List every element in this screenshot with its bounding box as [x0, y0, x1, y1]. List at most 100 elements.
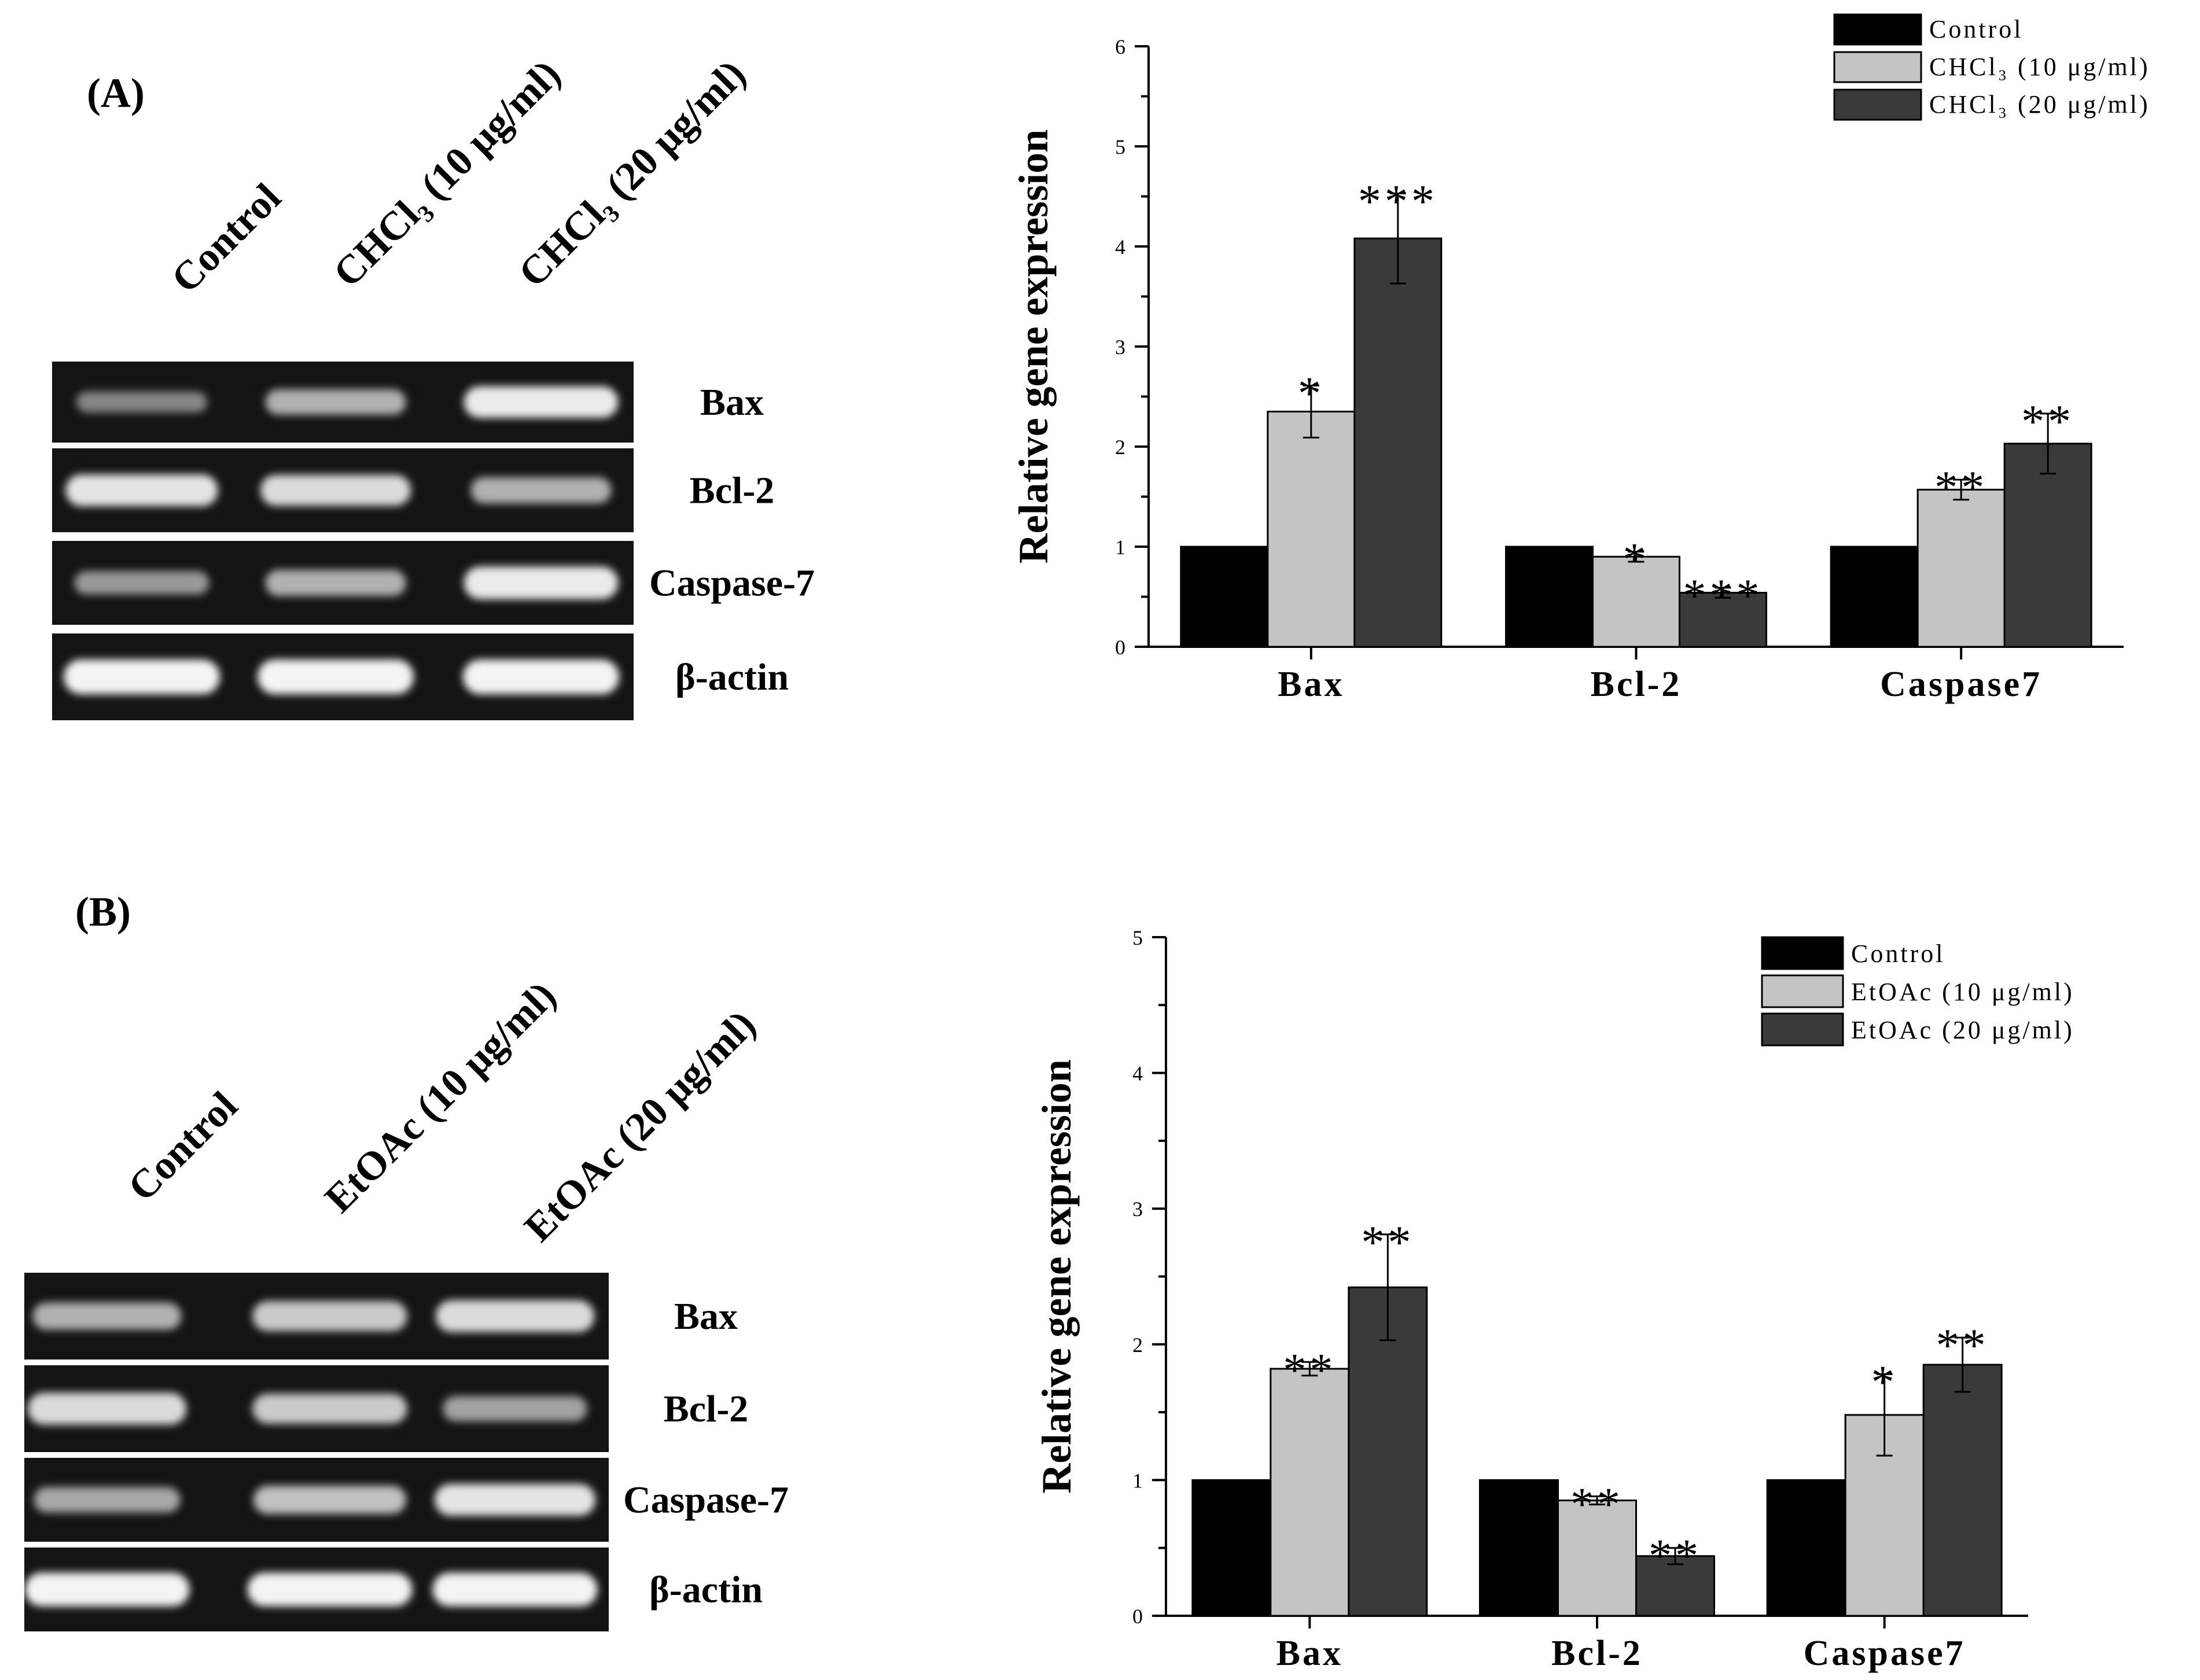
- y-tick-label: 5: [1115, 135, 1125, 159]
- legend-swatch-etoac-10-g-ml: [1761, 974, 1844, 1008]
- significance-bcl-2-etoac-20-g-ml: **: [1649, 1531, 1702, 1582]
- significance-bax-chcl-20-g-ml: ***: [1358, 176, 1438, 227]
- category-label-bcl-2: Bcl-2: [1591, 665, 1682, 704]
- category-label-bax: Bax: [1276, 1634, 1343, 1673]
- y-axis-title: Relative gene expression: [1010, 130, 1057, 564]
- gel-band-caspase-7-lane-3: [463, 566, 619, 599]
- panel-b-lane-label-low-dose: EtOAc (10 μg/ml): [317, 973, 565, 1221]
- gel-band-caspase-7-lane-3: [435, 1484, 595, 1516]
- y-tick-label: 2: [1115, 436, 1125, 459]
- gel-band-bax-lane-3: [463, 386, 619, 418]
- legend-label-control: Control: [1929, 15, 2023, 43]
- bar-caspase7-chcl-10-g-ml: [1916, 488, 2006, 648]
- y-tick-label: 3: [1132, 1198, 1143, 1221]
- y-tick-label: 1: [1132, 1469, 1143, 1492]
- legend-label-etoac-20-g-ml: EtOAc (20 μg/ml): [1851, 1016, 2074, 1044]
- bar-bax-control: [1180, 546, 1269, 648]
- gel-band-bax-lane-2: [265, 389, 406, 415]
- gel-band-actin-lane-3: [432, 1572, 598, 1607]
- significance-caspase7-etoac-10-g-ml: *: [1871, 1357, 1898, 1408]
- gel-band-actin-lane-2: [257, 660, 414, 694]
- gel-row-label-caspase-7: Caspase-7: [623, 1479, 789, 1521]
- gel-row-label-bax: Bax: [700, 381, 764, 423]
- y-tick-label: 6: [1115, 35, 1125, 58]
- bar-bax-etoac-10-g-ml: [1270, 1368, 1350, 1617]
- gel-band-bcl-2-lane-2: [260, 474, 411, 506]
- legend-swatch-control: [1761, 936, 1844, 970]
- gel-band-caspase-7-lane-2: [253, 1486, 406, 1514]
- bar-bcl-2-control: [1505, 546, 1594, 648]
- legend-swatch-chcl-20-g-ml: [1833, 89, 1922, 121]
- gel-band-bcl-2-lane-3: [443, 1396, 587, 1421]
- gel-row-label-actin: β-actin: [675, 656, 789, 698]
- bar-bcl-2-control: [1479, 1479, 1559, 1617]
- y-tick-label: 5: [1132, 926, 1143, 949]
- y-tick-label: 0: [1115, 636, 1125, 659]
- panel-a-lane-label-control: Control: [163, 175, 290, 302]
- gel-band-actin-lane-1: [64, 660, 220, 694]
- gel-band-bax-lane-1: [32, 1302, 182, 1330]
- y-tick-label: 0: [1132, 1605, 1143, 1628]
- gel-band-caspase-7-lane-2: [265, 569, 406, 596]
- legend-swatch-etoac-20-g-ml: [1761, 1012, 1844, 1047]
- significance-bax-etoac-20-g-ml: **: [1361, 1217, 1414, 1268]
- significance-bax-chcl-10-g-ml: *: [1298, 368, 1325, 419]
- legend-label-chcl-10-g-ml: CHCl₃ (10 μg/ml): [1929, 53, 2150, 81]
- y-tick-label: 2: [1132, 1333, 1143, 1357]
- y-tick-label: 3: [1115, 336, 1125, 359]
- significance-caspase7-etoac-20-g-ml: **: [1936, 1320, 1989, 1371]
- category-label-caspase7: Caspase7: [1804, 1634, 1966, 1673]
- panel-b-lane-label-high-dose: EtOAc (20 μg/ml): [516, 1002, 764, 1250]
- bar-caspase7-control: [1830, 546, 1919, 648]
- panel-a-gel: Bax Bcl-2 Caspase-7 β-actin: [52, 362, 815, 720]
- bar-bcl-2-etoac-10-g-ml: [1557, 1500, 1637, 1617]
- gel-row-label-bcl-2: Bcl-2: [690, 470, 775, 512]
- bar-bax-chcl-20-g-ml: [1353, 237, 1443, 648]
- gel-band-actin-lane-3: [463, 660, 619, 694]
- significance-bcl-2-etoac-10-g-ml: **: [1570, 1479, 1624, 1530]
- gel-band-bax-lane-3: [435, 1300, 595, 1332]
- category-label-bcl-2: Bcl-2: [1551, 1634, 1643, 1673]
- legend-label-etoac-10-g-ml: EtOAc (10 μg/ml): [1851, 978, 2074, 1006]
- y-tick-label: 1: [1115, 536, 1125, 559]
- panel-a-label: (A): [87, 70, 145, 116]
- gel-band-actin-lane-1: [24, 1572, 190, 1607]
- gel-band-bcl-2-lane-1: [27, 1392, 187, 1425]
- gel-row-label-bax: Bax: [674, 1295, 738, 1338]
- panel-b-lane-label-control: Control: [120, 1084, 247, 1210]
- y-tick-label: 4: [1115, 235, 1125, 259]
- gel-band-caspase-7-lane-1: [74, 571, 209, 595]
- gel-row-label-actin: β-actin: [649, 1569, 763, 1611]
- legend: Control EtOAc (10 μg/ml) EtOAc (20 μg/ml): [1761, 936, 2074, 1047]
- bar-caspase7-control: [1766, 1479, 1846, 1617]
- bar-caspase7-etoac-20-g-ml: [1922, 1364, 2003, 1617]
- gel-row-label-caspase-7: Caspase-7: [649, 562, 815, 605]
- legend: Control CHCl₃ (10 μg/ml) CHCl₃ (20 μg/ml): [1833, 13, 2150, 121]
- gel-row-label-bcl-2: Bcl-2: [664, 1388, 749, 1430]
- category-label-caspase7: Caspase7: [1880, 665, 2042, 704]
- gel-band-bcl-2-lane-2: [252, 1394, 407, 1424]
- gel-band-bax-lane-1: [76, 392, 208, 412]
- significance-bcl-2-chcl-20-g-ml: ***: [1683, 570, 1763, 621]
- panel-b-gel: Bax Bcl-2 Caspase-7 β-actin: [24, 1273, 789, 1631]
- legend-swatch-chcl-10-g-ml: [1833, 51, 1922, 83]
- bar-bax-chcl-10-g-ml: [1267, 410, 1356, 648]
- significance-caspase7-chcl-20-g-ml: **: [2021, 396, 2074, 447]
- significance-caspase7-chcl-10-g-ml: **: [1934, 462, 1988, 513]
- gel-band-bcl-2-lane-1: [65, 474, 218, 506]
- legend-swatch-control: [1833, 13, 1922, 46]
- y-axis-title: Relative gene expression: [1033, 1059, 1080, 1494]
- gel-band-bcl-2-lane-3: [470, 477, 612, 504]
- gel-band-caspase-7-lane-1: [34, 1487, 181, 1513]
- panel-b-label: (B): [75, 889, 131, 935]
- gel-band-bax-lane-2: [252, 1301, 407, 1331]
- category-label-bax: Bax: [1278, 665, 1344, 704]
- legend-label-chcl-20-g-ml: CHCl₃ (20 μg/ml): [1929, 90, 2150, 119]
- legend-label-control: Control: [1851, 940, 1945, 968]
- significance-bcl-2-chcl-10-g-ml: *: [1623, 535, 1650, 585]
- gel-band-actin-lane-2: [247, 1572, 413, 1607]
- y-tick-label: 4: [1132, 1062, 1143, 1085]
